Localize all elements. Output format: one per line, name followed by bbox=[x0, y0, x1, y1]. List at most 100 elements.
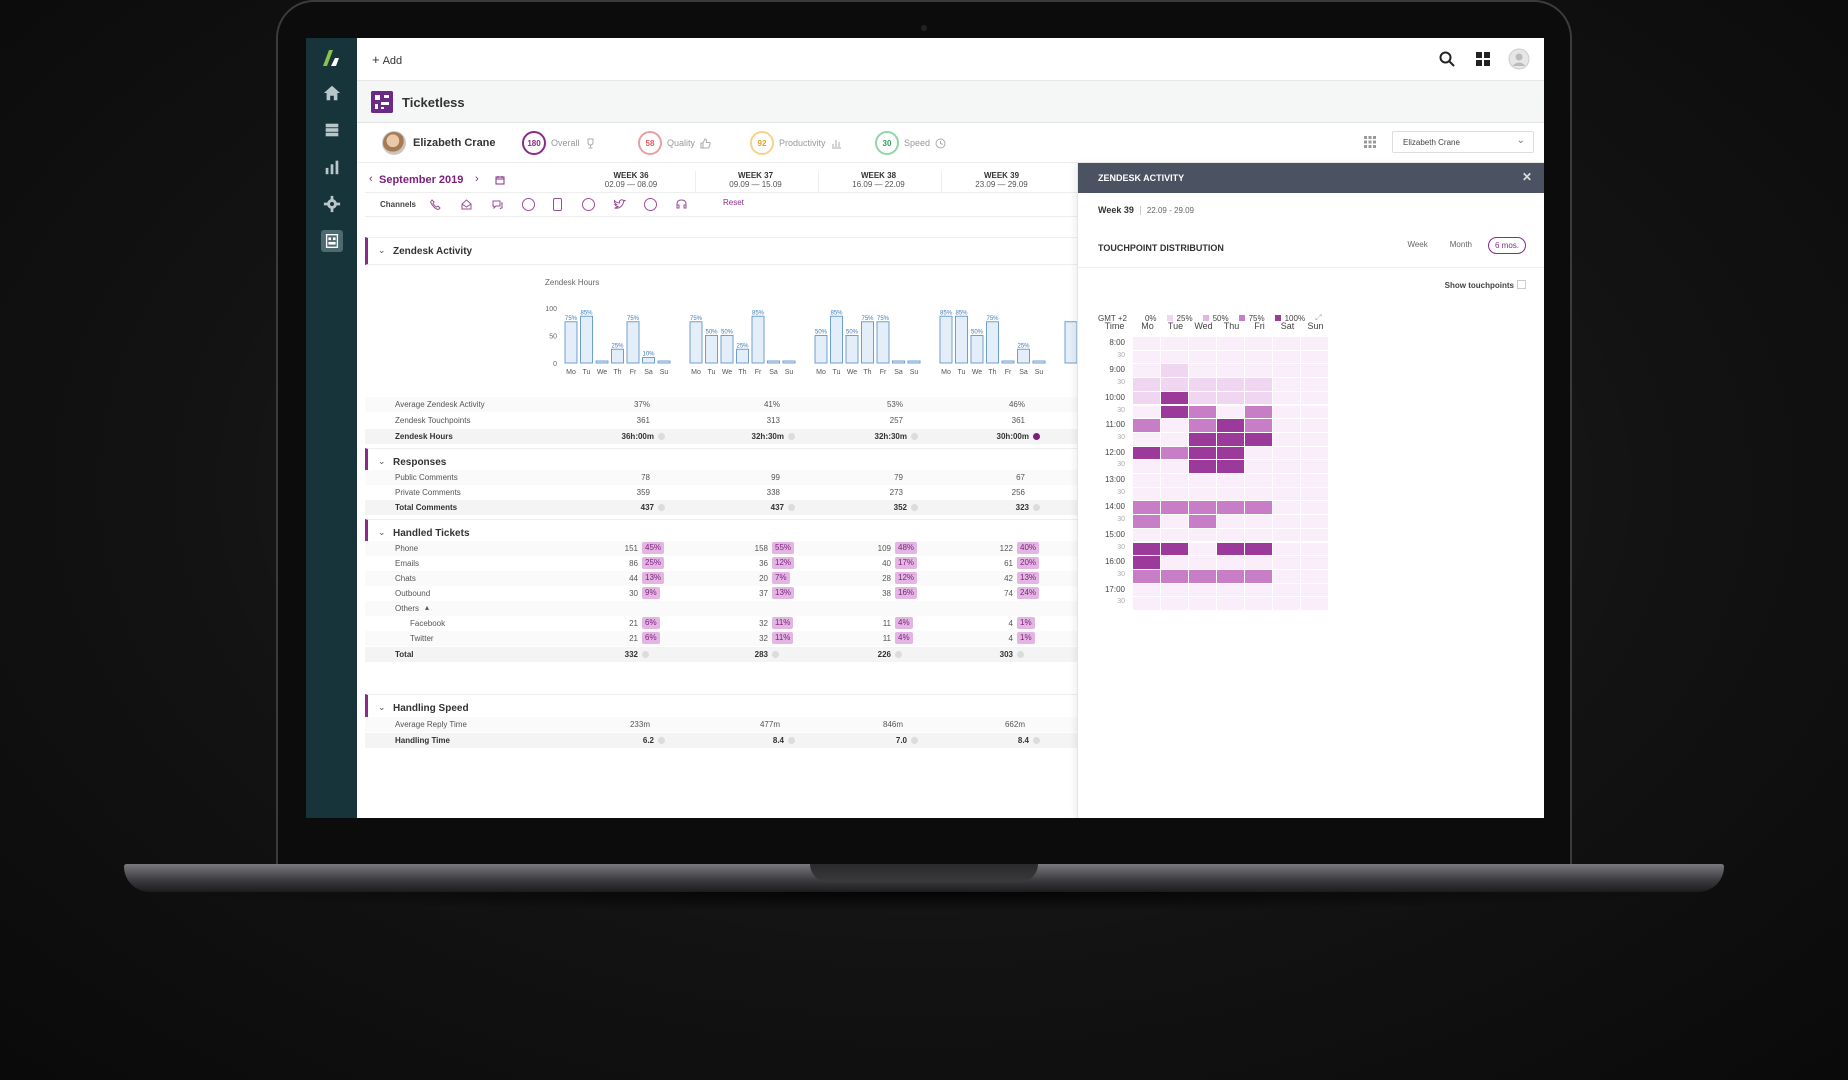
heatmap-cell[interactable] bbox=[1189, 446, 1216, 460]
heatmap-cell[interactable] bbox=[1189, 460, 1216, 473]
info-icon[interactable] bbox=[658, 433, 665, 440]
bar[interactable] bbox=[955, 315, 968, 364]
heatmap-cell[interactable] bbox=[1189, 405, 1216, 419]
heatmap-cell[interactable] bbox=[1217, 337, 1244, 350]
heatmap-cell[interactable] bbox=[1301, 378, 1328, 391]
twitter-channel-icon[interactable] bbox=[613, 198, 627, 211]
info-icon[interactable] bbox=[772, 651, 779, 658]
heatmap-cell[interactable] bbox=[1217, 597, 1244, 610]
heatmap-cell[interactable] bbox=[1301, 460, 1328, 473]
heatmap-cell[interactable] bbox=[1161, 487, 1188, 501]
info-icon[interactable] bbox=[895, 651, 902, 658]
heatmap-cell[interactable] bbox=[1189, 337, 1216, 350]
heatmap-cell[interactable] bbox=[1301, 405, 1328, 419]
info-icon[interactable] bbox=[911, 433, 918, 440]
heatmap-cell[interactable] bbox=[1301, 337, 1328, 350]
info-icon[interactable] bbox=[1033, 737, 1040, 744]
bar[interactable] bbox=[736, 348, 749, 364]
heatmap-cell[interactable] bbox=[1273, 350, 1300, 364]
expand-icon[interactable]: ⤢ bbox=[1315, 313, 1322, 322]
other-channel-icon[interactable] bbox=[644, 198, 657, 211]
chat-channel-icon[interactable] bbox=[491, 198, 504, 211]
heatmap-cell[interactable] bbox=[1217, 542, 1244, 556]
heatmap-cell[interactable] bbox=[1133, 542, 1160, 556]
phone-channel-icon[interactable] bbox=[429, 198, 442, 211]
bar[interactable] bbox=[1032, 360, 1046, 364]
heatmap-cell[interactable] bbox=[1301, 528, 1328, 542]
heatmap-cell[interactable] bbox=[1301, 542, 1328, 556]
heatmap-cell[interactable] bbox=[1133, 405, 1160, 419]
bar[interactable] bbox=[689, 321, 703, 364]
calendar-icon[interactable] bbox=[495, 175, 505, 185]
heatmap-cell[interactable] bbox=[1245, 405, 1272, 419]
heatmap-cell[interactable] bbox=[1189, 474, 1216, 487]
score-speed[interactable]: 30 Speed bbox=[875, 131, 946, 155]
heatmap-cell[interactable] bbox=[1217, 515, 1244, 528]
home-icon[interactable] bbox=[321, 82, 343, 104]
info-icon[interactable] bbox=[788, 737, 795, 744]
apps-grid-icon[interactable] bbox=[1474, 50, 1492, 68]
heatmap-cell[interactable] bbox=[1161, 597, 1188, 610]
heatmap-cell[interactable] bbox=[1133, 474, 1160, 487]
grid-view-icon[interactable] bbox=[1364, 136, 1376, 148]
user-avatar-icon[interactable] bbox=[1508, 48, 1530, 70]
heatmap-cell[interactable] bbox=[1189, 501, 1216, 515]
heatmap-cell[interactable] bbox=[1273, 432, 1300, 446]
info-icon[interactable] bbox=[642, 651, 649, 658]
heatmap-cell[interactable] bbox=[1245, 515, 1272, 528]
info-icon[interactable] bbox=[1033, 504, 1040, 511]
section-zendesk-activity[interactable]: ⌄ Zendesk Activity bbox=[365, 237, 1077, 265]
heatmap-cell[interactable] bbox=[1133, 337, 1160, 350]
heatmap-cell[interactable] bbox=[1245, 378, 1272, 391]
heatmap-cell[interactable] bbox=[1245, 501, 1272, 515]
heatmap-cell[interactable] bbox=[1273, 501, 1300, 515]
bar[interactable] bbox=[782, 360, 796, 364]
week-header[interactable]: WEEK 39 23.09 — 29.09 bbox=[941, 171, 1061, 193]
bar[interactable] bbox=[564, 321, 578, 364]
heatmap-cell[interactable] bbox=[1161, 556, 1188, 569]
heatmap-cell[interactable] bbox=[1273, 528, 1300, 542]
heatmap-cell[interactable] bbox=[1217, 432, 1244, 446]
bar[interactable] bbox=[720, 335, 734, 364]
score-overall[interactable]: 180 Overall bbox=[522, 131, 596, 155]
heatmap-cell[interactable] bbox=[1161, 378, 1188, 391]
heatmap-cell[interactable] bbox=[1189, 350, 1216, 364]
close-icon[interactable]: ✕ bbox=[1521, 170, 1532, 184]
bar[interactable] bbox=[626, 321, 640, 364]
heatmap-cell[interactable] bbox=[1133, 432, 1160, 446]
heatmap-cell[interactable] bbox=[1217, 391, 1244, 405]
inbox-icon[interactable] bbox=[321, 119, 343, 141]
heatmap-cell[interactable] bbox=[1245, 364, 1272, 378]
bar[interactable] bbox=[876, 321, 890, 364]
add-button[interactable]: + Add bbox=[372, 52, 402, 67]
heatmap-cell[interactable] bbox=[1245, 446, 1272, 460]
pie-chart-icon[interactable] bbox=[1033, 433, 1040, 440]
bar[interactable] bbox=[595, 360, 609, 364]
bar[interactable] bbox=[814, 335, 828, 364]
heatmap-cell[interactable] bbox=[1273, 378, 1300, 391]
heatmap-cell[interactable] bbox=[1273, 487, 1300, 501]
ticketless-app-icon[interactable] bbox=[321, 230, 343, 252]
bar[interactable] bbox=[907, 360, 921, 364]
heatmap-cell[interactable] bbox=[1217, 528, 1244, 542]
bar[interactable] bbox=[986, 321, 999, 364]
info-icon[interactable] bbox=[911, 737, 918, 744]
heatmap-cell[interactable] bbox=[1245, 569, 1272, 583]
heatmap-cell[interactable] bbox=[1245, 391, 1272, 405]
heatmap-cell[interactable] bbox=[1217, 350, 1244, 364]
score-quality[interactable]: 58 Quality bbox=[638, 131, 711, 155]
bar[interactable] bbox=[845, 335, 859, 364]
bar[interactable] bbox=[970, 335, 984, 364]
heatmap-cell[interactable] bbox=[1133, 378, 1160, 391]
app-logo-icon[interactable] bbox=[321, 48, 343, 68]
heatmap-cell[interactable] bbox=[1133, 528, 1160, 542]
heatmap-cell[interactable] bbox=[1133, 515, 1160, 528]
heatmap-cell[interactable] bbox=[1273, 405, 1300, 419]
heatmap-cell[interactable] bbox=[1161, 515, 1188, 528]
heatmap-cell[interactable] bbox=[1217, 583, 1244, 597]
heatmap-cell[interactable] bbox=[1189, 583, 1216, 597]
bar[interactable] bbox=[751, 315, 765, 364]
heatmap-cell[interactable] bbox=[1133, 460, 1160, 473]
heatmap-cell[interactable] bbox=[1301, 432, 1328, 446]
info-icon[interactable] bbox=[788, 433, 795, 440]
